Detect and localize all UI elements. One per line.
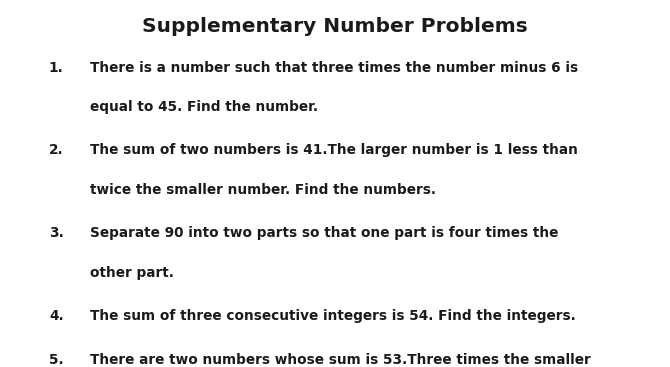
Text: 5.: 5. [49, 353, 64, 367]
Text: There is a number such that three times the number minus 6 is: There is a number such that three times … [90, 61, 579, 75]
Text: Supplementary Number Problems: Supplementary Number Problems [142, 17, 528, 36]
Text: 2.: 2. [49, 143, 64, 157]
Text: 4.: 4. [49, 309, 64, 323]
Text: equal to 45. Find the number.: equal to 45. Find the number. [90, 100, 318, 114]
Text: other part.: other part. [90, 266, 174, 280]
Text: twice the smaller number. Find the numbers.: twice the smaller number. Find the numbe… [90, 183, 436, 197]
Text: The sum of two numbers is 41.The larger number is 1 less than: The sum of two numbers is 41.The larger … [90, 143, 578, 157]
Text: 3.: 3. [49, 226, 64, 240]
Text: Separate 90 into two parts so that one part is four times the: Separate 90 into two parts so that one p… [90, 226, 559, 240]
Text: The sum of three consecutive integers is 54. Find the integers.: The sum of three consecutive integers is… [90, 309, 576, 323]
Text: There are two numbers whose sum is 53.Three times the smaller: There are two numbers whose sum is 53.Th… [90, 353, 591, 367]
Text: 1.: 1. [49, 61, 64, 75]
